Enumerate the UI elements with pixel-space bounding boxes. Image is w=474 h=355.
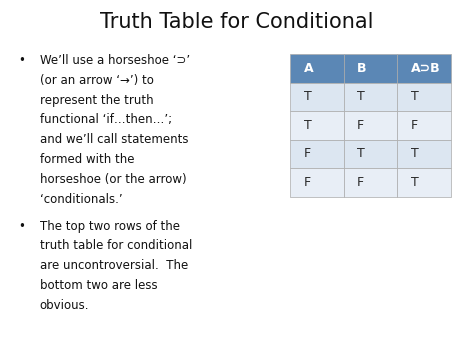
FancyBboxPatch shape (344, 168, 397, 197)
FancyBboxPatch shape (397, 140, 451, 168)
Text: bottom two are less: bottom two are less (39, 279, 157, 292)
Text: and we’ll call statements: and we’ll call statements (39, 133, 188, 146)
Text: T: T (357, 90, 365, 103)
Text: (or an arrow ‘→’) to: (or an arrow ‘→’) to (39, 74, 154, 87)
FancyBboxPatch shape (344, 140, 397, 168)
FancyBboxPatch shape (397, 82, 451, 111)
FancyBboxPatch shape (291, 54, 344, 82)
FancyBboxPatch shape (291, 82, 344, 111)
FancyBboxPatch shape (291, 140, 344, 168)
FancyBboxPatch shape (344, 54, 397, 82)
Text: functional ‘if…then…’;: functional ‘if…then…’; (39, 114, 172, 126)
Text: A⊃B: A⊃B (410, 62, 440, 75)
Text: The top two rows of the: The top two rows of the (39, 220, 180, 233)
Text: •: • (18, 54, 26, 67)
Text: horseshoe (or the arrow): horseshoe (or the arrow) (39, 173, 186, 186)
Text: T: T (357, 147, 365, 160)
Text: T: T (410, 147, 419, 160)
Text: F: F (304, 147, 311, 160)
Text: A: A (304, 62, 313, 75)
Text: F: F (304, 176, 311, 189)
Text: T: T (304, 119, 311, 132)
FancyBboxPatch shape (344, 82, 397, 111)
Text: F: F (410, 119, 418, 132)
Text: ‘conditionals.’: ‘conditionals.’ (39, 193, 122, 206)
Text: formed with the: formed with the (39, 153, 134, 166)
Text: We’ll use a horseshoe ‘⊃’: We’ll use a horseshoe ‘⊃’ (39, 54, 190, 67)
Text: represent the truth: represent the truth (39, 94, 153, 106)
FancyBboxPatch shape (291, 168, 344, 197)
FancyBboxPatch shape (397, 111, 451, 140)
Text: T: T (304, 90, 311, 103)
Text: obvious.: obvious. (39, 299, 89, 312)
Text: T: T (410, 176, 419, 189)
FancyBboxPatch shape (397, 168, 451, 197)
Text: F: F (357, 176, 365, 189)
FancyBboxPatch shape (344, 111, 397, 140)
Text: truth table for conditional: truth table for conditional (39, 239, 192, 252)
FancyBboxPatch shape (397, 54, 451, 82)
Text: are uncontroversial.  The: are uncontroversial. The (39, 259, 188, 272)
Text: B: B (357, 62, 367, 75)
FancyBboxPatch shape (291, 111, 344, 140)
Text: •: • (18, 220, 26, 233)
Text: F: F (357, 119, 365, 132)
Text: T: T (410, 90, 419, 103)
Text: Truth Table for Conditional: Truth Table for Conditional (100, 12, 374, 32)
